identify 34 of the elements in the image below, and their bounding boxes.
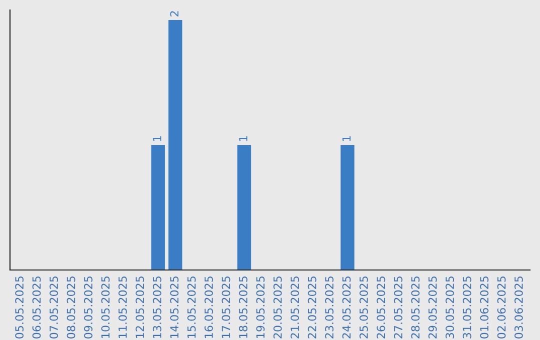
x-tick-label: 12.05.2025 [136,276,144,338]
x-tick-label: 09.05.2025 [84,276,92,338]
x-tick-label: 16.05.2025 [204,276,213,338]
x-tick-label: 27.05.2025 [394,276,402,338]
x-tick-label: 05.05.2025 [15,276,24,338]
x-tick-label: 10.05.2025 [101,276,110,338]
x-tick-label: 03.06.2025 [514,276,523,338]
x-tick-label: 21.05.2025 [290,276,300,338]
x-tick-label: 30.05.2025 [446,276,454,338]
x-tick-label: 26.05.2025 [376,276,386,338]
x-tick-label: 18.05.2025 [238,276,248,338]
x-tick-label: 24.05.2025 [342,276,351,338]
x-tick-label: 25.05.2025 [360,276,368,338]
x-tick-label: 01.06.2025 [480,276,488,338]
x-tick-label: 15.05.2025 [187,276,196,338]
x-tick-label: 22.05.2025 [308,276,316,338]
x-tick-label: 02.06.2025 [497,276,506,338]
x-tick-label: 14.05.2025 [170,276,179,338]
x-tick-label: 08.05.2025 [66,276,76,338]
x-tick-label: 11.05.2025 [118,276,127,338]
x-tick-label: 23.05.2025 [325,276,334,338]
data-label: 1 [342,136,351,141]
data-label: 1 [153,136,162,141]
data-label: 1 [239,136,248,141]
data-label: 2 [170,11,178,16]
x-tick-label: 19.05.2025 [256,276,265,338]
x-tick-label: 06.05.2025 [32,276,41,338]
x-tick-label: 29.05.2025 [428,276,437,338]
x-tick-label: 31.05.2025 [462,276,472,338]
x-tick-label: 13.05.2025 [152,276,162,338]
x-tick-label: 20.05.2025 [273,276,282,338]
x-tick-label: 28.05.2025 [411,276,420,338]
x-tick-label: 17.05.2025 [222,276,230,338]
x-tick-label: 07.05.2025 [50,276,58,338]
